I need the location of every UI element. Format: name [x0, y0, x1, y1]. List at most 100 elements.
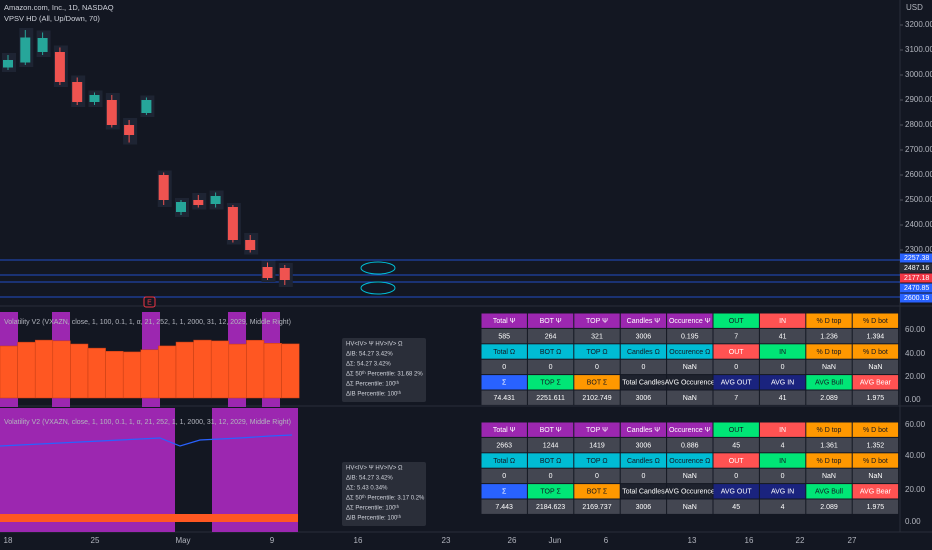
table-cell: [574, 344, 620, 359]
table-cell: [667, 484, 713, 499]
table-cell-text: 321: [591, 333, 603, 340]
table-cell-text: OUT: [729, 458, 745, 465]
candle-body: [124, 125, 135, 135]
table-cell: [806, 344, 852, 359]
volatility-column: [281, 343, 300, 399]
table-cell-text: 74.431: [493, 395, 515, 402]
candle-body: [3, 60, 13, 68]
table-cell-text: 4: [781, 442, 785, 449]
ellipse-drawing: [360, 281, 396, 295]
table-cell: [481, 437, 527, 453]
table-cell: [806, 453, 852, 468]
price-badge: [900, 283, 932, 293]
table-cell-text: 7: [734, 333, 738, 340]
table-cell-text: % D bot: [863, 349, 888, 356]
table-cell: [527, 344, 574, 359]
candle-body: [193, 200, 204, 205]
table-cell-text: Candles Ω: [627, 458, 660, 465]
table-cell: [713, 390, 759, 405]
volatility-column: [105, 350, 124, 399]
table-cell: [852, 453, 899, 468]
table-cell-text: 3006: [636, 442, 652, 449]
table-cell-text: 0: [641, 364, 645, 371]
table-cell: [620, 499, 667, 514]
table-cell: [620, 468, 667, 484]
table-cell-text: NaN: [822, 473, 836, 480]
table-cell: [574, 484, 620, 499]
table-cell-text: OUT: [729, 349, 745, 356]
pane-axis-label: 20.00: [905, 372, 926, 381]
table-cell: [620, 313, 667, 328]
table-cell-text: IN: [779, 318, 786, 325]
table-cell-text: BOT Ψ: [540, 427, 562, 434]
table-cell-text: 1.352: [867, 442, 885, 449]
price-tick-label: 3000.00: [905, 70, 932, 79]
table-cell: [713, 468, 759, 484]
table-cell-text: 0: [781, 364, 785, 371]
date-label: Jun: [549, 536, 562, 545]
tooltip-line: ΔΣ Percentile: 100ᵗʰ: [346, 505, 399, 512]
volatility-column: [122, 351, 142, 399]
table-cell: [667, 390, 713, 405]
table-cell-text: TOP Ω: [586, 458, 607, 465]
table-cell: [713, 375, 759, 390]
table-cell-text: 4: [781, 504, 785, 511]
table-cell: [667, 499, 713, 514]
table-cell: [806, 484, 852, 499]
price-tick-label: 2300.00: [905, 245, 932, 254]
volatility-column: [193, 339, 212, 399]
pane-title: Volatility V2 (VXAZN, close, 1, 100, 0.1…: [4, 419, 291, 426]
volatility-line: [0, 434, 293, 447]
tooltip-line: ΔΣ Percentile: 100ᵗʰ: [346, 381, 399, 388]
table-cell-text: 3006: [636, 504, 652, 511]
table-cell: [527, 437, 574, 453]
tooltip-box: [342, 462, 426, 526]
table-cell: [667, 375, 713, 390]
price-badge-label: 2257.38: [904, 255, 929, 262]
volatility-column: [70, 343, 89, 399]
price-badge: [900, 273, 932, 283]
date-label: May: [175, 536, 190, 545]
table-cell: [574, 359, 620, 375]
candle-body: [176, 202, 186, 212]
table-cell-text: BOT Σ: [587, 380, 608, 387]
price-badge: [900, 253, 932, 263]
price-tick-label: 2500.00: [905, 195, 932, 204]
signal-band: [212, 408, 298, 532]
table-cell-text: 264: [545, 333, 557, 340]
tooltip-line: ΔIB: 54.27 3.42%: [346, 476, 393, 482]
table-cell-text: 2184.623: [536, 504, 565, 511]
candle-body: [245, 240, 256, 250]
pane-axis-label: 0.00: [905, 395, 921, 404]
table-cell-text: Total Ω: [493, 458, 515, 465]
table-cell-text: 2102.749: [582, 395, 611, 402]
table-cell-text: 0: [502, 473, 506, 480]
table-cell: [667, 437, 713, 453]
earnings-icon[interactable]: [143, 296, 156, 308]
date-label: 27: [848, 536, 857, 545]
table-cell-text: AVG Occurence: [665, 489, 715, 496]
candle-body: [158, 175, 169, 200]
table-cell: [713, 453, 759, 468]
symbol-title: Amazon.com, Inc., 1D, NASDAQ: [4, 3, 114, 12]
table-cell-text: 0: [734, 364, 738, 371]
date-label: 9: [270, 536, 275, 545]
volatility-column: [158, 345, 177, 399]
table-cell: [620, 328, 667, 344]
table-cell: [759, 390, 806, 405]
price-tick-label: 2700.00: [905, 145, 932, 154]
table-cell-text: NaN: [683, 395, 697, 402]
table-cell-text: 0.886: [681, 442, 699, 449]
table-cell: [620, 344, 667, 359]
table-cell: [759, 328, 806, 344]
table-cell-text: IN: [779, 427, 786, 434]
table-cell: [574, 468, 620, 484]
table-cell-text: Occurence Ω: [669, 458, 710, 465]
table-cell: [481, 359, 527, 375]
table-cell-text: BOT Ψ: [540, 318, 562, 325]
date-label: 25: [91, 536, 100, 545]
date-label: 23: [442, 536, 451, 545]
volatility-column: [263, 343, 282, 399]
table-cell: [759, 499, 806, 514]
